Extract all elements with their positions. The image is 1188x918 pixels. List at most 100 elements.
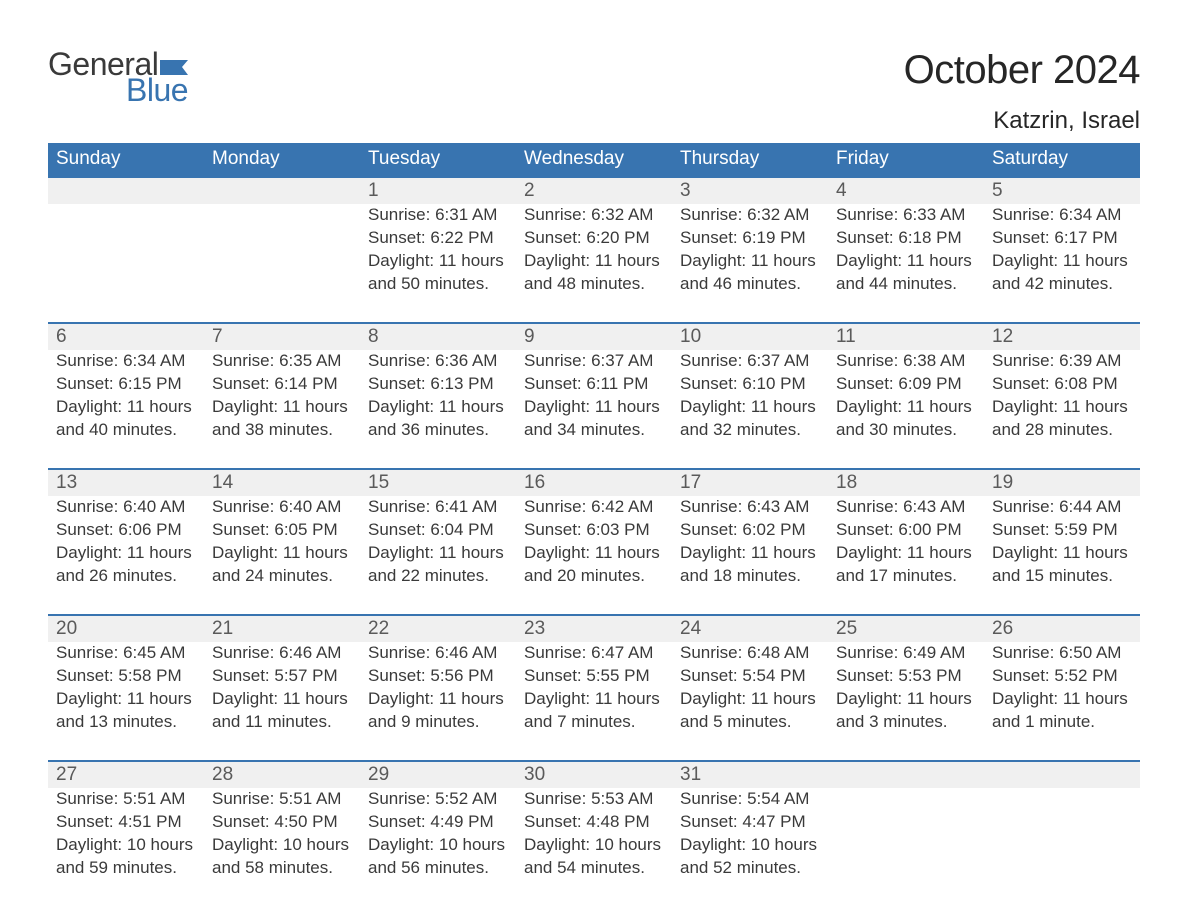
daylight-line: Daylight: 11 hours (680, 250, 820, 273)
day-number: 20 (48, 616, 204, 642)
daylight-line: Daylight: 11 hours (368, 396, 508, 419)
day-number: 14 (204, 470, 360, 496)
day-cell: Sunrise: 5:52 AMSunset: 4:49 PMDaylight:… (360, 788, 516, 906)
day-number: 1 (360, 178, 516, 204)
dow-sunday: Sunday (48, 143, 204, 176)
daylight-line: and 15 minutes. (992, 565, 1132, 588)
sunrise-line: Sunrise: 6:40 AM (56, 496, 196, 519)
day-number: 26 (984, 616, 1140, 642)
day-cell (828, 788, 984, 906)
sunset-line: Sunset: 6:10 PM (680, 373, 820, 396)
day-cell: Sunrise: 6:44 AMSunset: 5:59 PMDaylight:… (984, 496, 1140, 614)
day-cell (48, 204, 204, 322)
daylight-line: and 22 minutes. (368, 565, 508, 588)
dow-tuesday: Tuesday (360, 143, 516, 176)
daylight-line: and 44 minutes. (836, 273, 976, 296)
daylight-line: Daylight: 11 hours (368, 542, 508, 565)
sunset-line: Sunset: 5:54 PM (680, 665, 820, 688)
sunrise-line: Sunrise: 6:49 AM (836, 642, 976, 665)
day-cell: Sunrise: 6:40 AMSunset: 6:06 PMDaylight:… (48, 496, 204, 614)
sunset-line: Sunset: 5:58 PM (56, 665, 196, 688)
daynum-band: 13141516171819 (48, 468, 1140, 496)
sunrise-line: Sunrise: 6:33 AM (836, 204, 976, 227)
dow-saturday: Saturday (984, 143, 1140, 176)
sunset-line: Sunset: 5:57 PM (212, 665, 352, 688)
sunset-line: Sunset: 6:17 PM (992, 227, 1132, 250)
daylight-line: and 1 minute. (992, 711, 1132, 734)
daylight-line: Daylight: 11 hours (836, 542, 976, 565)
day-cell: Sunrise: 6:37 AMSunset: 6:10 PMDaylight:… (672, 350, 828, 468)
sunrise-line: Sunrise: 6:42 AM (524, 496, 664, 519)
sunrise-line: Sunrise: 6:46 AM (212, 642, 352, 665)
day-cell: Sunrise: 6:46 AMSunset: 5:56 PMDaylight:… (360, 642, 516, 760)
sunset-line: Sunset: 5:59 PM (992, 519, 1132, 542)
daylight-line: Daylight: 11 hours (524, 542, 664, 565)
sunset-line: Sunset: 6:14 PM (212, 373, 352, 396)
day-cell: Sunrise: 6:47 AMSunset: 5:55 PMDaylight:… (516, 642, 672, 760)
daylight-line: and 17 minutes. (836, 565, 976, 588)
daylight-line: and 38 minutes. (212, 419, 352, 442)
sunset-line: Sunset: 5:53 PM (836, 665, 976, 688)
day-cell (984, 788, 1140, 906)
sunset-line: Sunset: 4:51 PM (56, 811, 196, 834)
daylight-line: and 58 minutes. (212, 857, 352, 880)
day-number: 27 (48, 762, 204, 788)
daylight-line: Daylight: 11 hours (524, 396, 664, 419)
day-cell: Sunrise: 6:32 AMSunset: 6:20 PMDaylight:… (516, 204, 672, 322)
day-of-week-header: Sunday Monday Tuesday Wednesday Thursday… (48, 143, 1140, 176)
day-number: 6 (48, 324, 204, 350)
day-number: 2 (516, 178, 672, 204)
dow-thursday: Thursday (672, 143, 828, 176)
sunset-line: Sunset: 6:08 PM (992, 373, 1132, 396)
daylight-line: Daylight: 11 hours (680, 542, 820, 565)
daylight-line: Daylight: 11 hours (368, 250, 508, 273)
sunset-line: Sunset: 5:52 PM (992, 665, 1132, 688)
brand-logo: General Blue (48, 48, 188, 106)
day-number: 3 (672, 178, 828, 204)
sunrise-line: Sunrise: 5:51 AM (212, 788, 352, 811)
sunrise-line: Sunrise: 6:43 AM (680, 496, 820, 519)
daylight-line: Daylight: 11 hours (56, 542, 196, 565)
sunset-line: Sunset: 6:11 PM (524, 373, 664, 396)
week-row: Sunrise: 6:40 AMSunset: 6:06 PMDaylight:… (48, 496, 1140, 614)
sunrise-line: Sunrise: 5:51 AM (56, 788, 196, 811)
day-number: 30 (516, 762, 672, 788)
sunrise-line: Sunrise: 5:54 AM (680, 788, 820, 811)
dow-friday: Friday (828, 143, 984, 176)
sunrise-line: Sunrise: 6:40 AM (212, 496, 352, 519)
day-number: 7 (204, 324, 360, 350)
day-cell: Sunrise: 5:51 AMSunset: 4:50 PMDaylight:… (204, 788, 360, 906)
sunrise-line: Sunrise: 6:46 AM (368, 642, 508, 665)
sunrise-line: Sunrise: 6:37 AM (524, 350, 664, 373)
day-number: 25 (828, 616, 984, 642)
dow-wednesday: Wednesday (516, 143, 672, 176)
sunset-line: Sunset: 6:00 PM (836, 519, 976, 542)
sunrise-line: Sunrise: 6:48 AM (680, 642, 820, 665)
day-cell: Sunrise: 6:35 AMSunset: 6:14 PMDaylight:… (204, 350, 360, 468)
day-number: 29 (360, 762, 516, 788)
brand-word-2: Blue (126, 74, 188, 106)
sunset-line: Sunset: 6:06 PM (56, 519, 196, 542)
day-cell: Sunrise: 5:54 AMSunset: 4:47 PMDaylight:… (672, 788, 828, 906)
sunrise-line: Sunrise: 6:35 AM (212, 350, 352, 373)
daylight-line: Daylight: 11 hours (368, 688, 508, 711)
daylight-line: Daylight: 10 hours (368, 834, 508, 857)
daylight-line: and 18 minutes. (680, 565, 820, 588)
daylight-line: and 59 minutes. (56, 857, 196, 880)
month-title: October 2024 (904, 48, 1140, 93)
daylight-line: and 40 minutes. (56, 419, 196, 442)
sunrise-line: Sunrise: 6:34 AM (992, 204, 1132, 227)
daylight-line: Daylight: 11 hours (212, 688, 352, 711)
sunset-line: Sunset: 6:05 PM (212, 519, 352, 542)
title-block: October 2024 Katzrin, Israel (904, 48, 1140, 135)
day-number (204, 178, 360, 204)
daylight-line: and 26 minutes. (56, 565, 196, 588)
day-cell: Sunrise: 6:42 AMSunset: 6:03 PMDaylight:… (516, 496, 672, 614)
sunset-line: Sunset: 4:50 PM (212, 811, 352, 834)
day-number: 24 (672, 616, 828, 642)
day-number (48, 178, 204, 204)
daylight-line: Daylight: 10 hours (680, 834, 820, 857)
day-number: 4 (828, 178, 984, 204)
daylight-line: Daylight: 10 hours (212, 834, 352, 857)
day-cell: Sunrise: 6:41 AMSunset: 6:04 PMDaylight:… (360, 496, 516, 614)
